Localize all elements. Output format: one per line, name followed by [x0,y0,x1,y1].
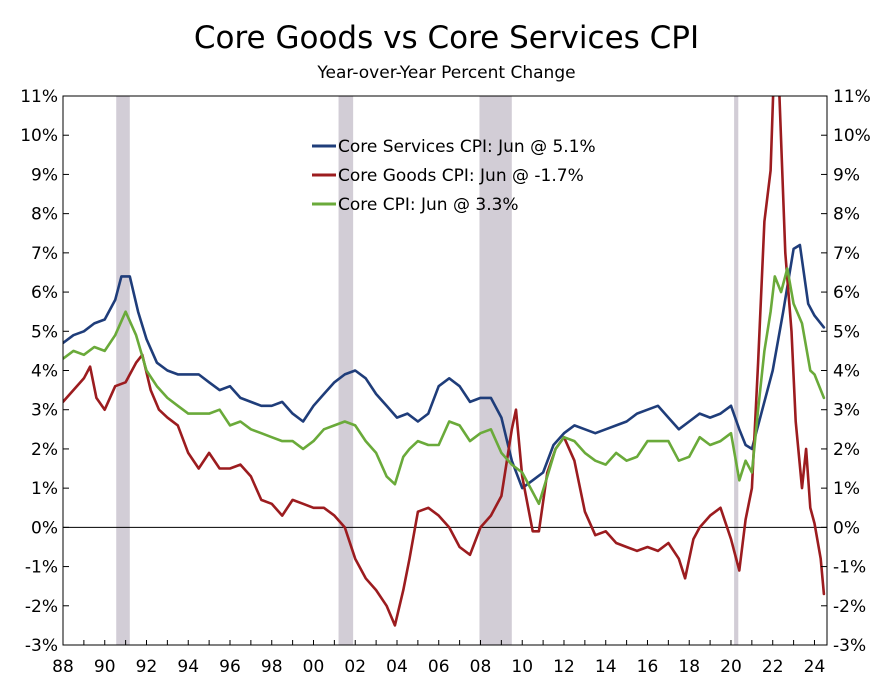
y-tick-label-left: 4% [31,362,58,382]
legend-label-0: Core Services CPI: Jun @ 5.1% [338,137,596,157]
recession-bar [734,96,739,645]
legend-label-1: Core Goods CPI: Jun @ -1.7% [338,166,584,186]
y-tick-label-left: 11% [20,87,58,107]
chart-subtitle: Year-over-Year Percent Change [317,63,576,83]
y-tick-label-right: 11% [833,87,871,107]
y-tick-label-left: 5% [31,322,58,342]
x-tick-label: 04 [386,657,408,677]
series-line-1 [63,96,826,627]
x-tick-label: 98 [261,657,283,677]
y-tick-label-left: 0% [31,518,58,538]
series-line-0 [63,243,826,490]
x-tick-label: 88 [52,657,74,677]
x-tick-label: 10 [511,657,533,677]
x-tick-label: 94 [177,657,199,677]
x-tick-label: 92 [136,657,158,677]
y-tick-label-left: -3% [25,636,58,656]
y-tick-label-right: 1% [833,479,860,499]
y-tick-label-left: 6% [31,283,58,303]
x-tick-label: 06 [428,657,450,677]
y-tick-label-right: 3% [833,401,860,421]
y-tick-label-left: 9% [31,165,58,185]
x-tick-label: 08 [470,657,492,677]
recession-bar [338,96,354,645]
y-tick-label-right: 0% [833,518,860,538]
y-tick-label-right: 8% [833,205,860,225]
x-tick-label: 18 [678,657,700,677]
x-tick-label: 90 [94,657,116,677]
y-tick-label-left: 3% [31,401,58,421]
y-tick-label-right: 10% [833,126,871,146]
y-tick-label-right: -3% [833,636,866,656]
y-tick-label-right: 2% [833,440,860,460]
y-tick-label-right: 7% [833,244,860,264]
y-tick-label-left: 1% [31,479,58,499]
y-tick-label-right: -1% [833,558,866,578]
recession-bar [479,96,512,645]
y-tick-label-right: 5% [833,322,860,342]
x-tick-label: 96 [219,657,241,677]
y-tick-label-left: 2% [31,440,58,460]
x-tick-label: 20 [720,657,742,677]
y-tick-label-left: 7% [31,244,58,264]
y-tick-label-left: 8% [31,205,58,225]
x-tick-label: 24 [804,657,826,677]
y-tick-label-right: 9% [833,165,860,185]
x-tick-label: 22 [762,657,784,677]
x-tick-label: 02 [344,657,366,677]
y-tick-label-left: 10% [20,126,58,146]
y-tick-label-left: -1% [25,558,58,578]
y-tick-label-left: -2% [25,597,58,617]
recession-bar [116,96,130,645]
y-tick-label-right: 6% [833,283,860,303]
chart-title: Core Goods vs Core Services CPI [193,20,700,56]
series-line-2 [63,267,826,506]
x-tick-label: 16 [637,657,659,677]
y-tick-label-right: -2% [833,597,866,617]
x-tick-label: 00 [303,657,325,677]
x-tick-label: 14 [595,657,617,677]
x-tick-label: 12 [553,657,575,677]
y-tick-label-right: 4% [833,362,860,382]
legend-label-2: Core CPI: Jun @ 3.3% [338,195,519,215]
